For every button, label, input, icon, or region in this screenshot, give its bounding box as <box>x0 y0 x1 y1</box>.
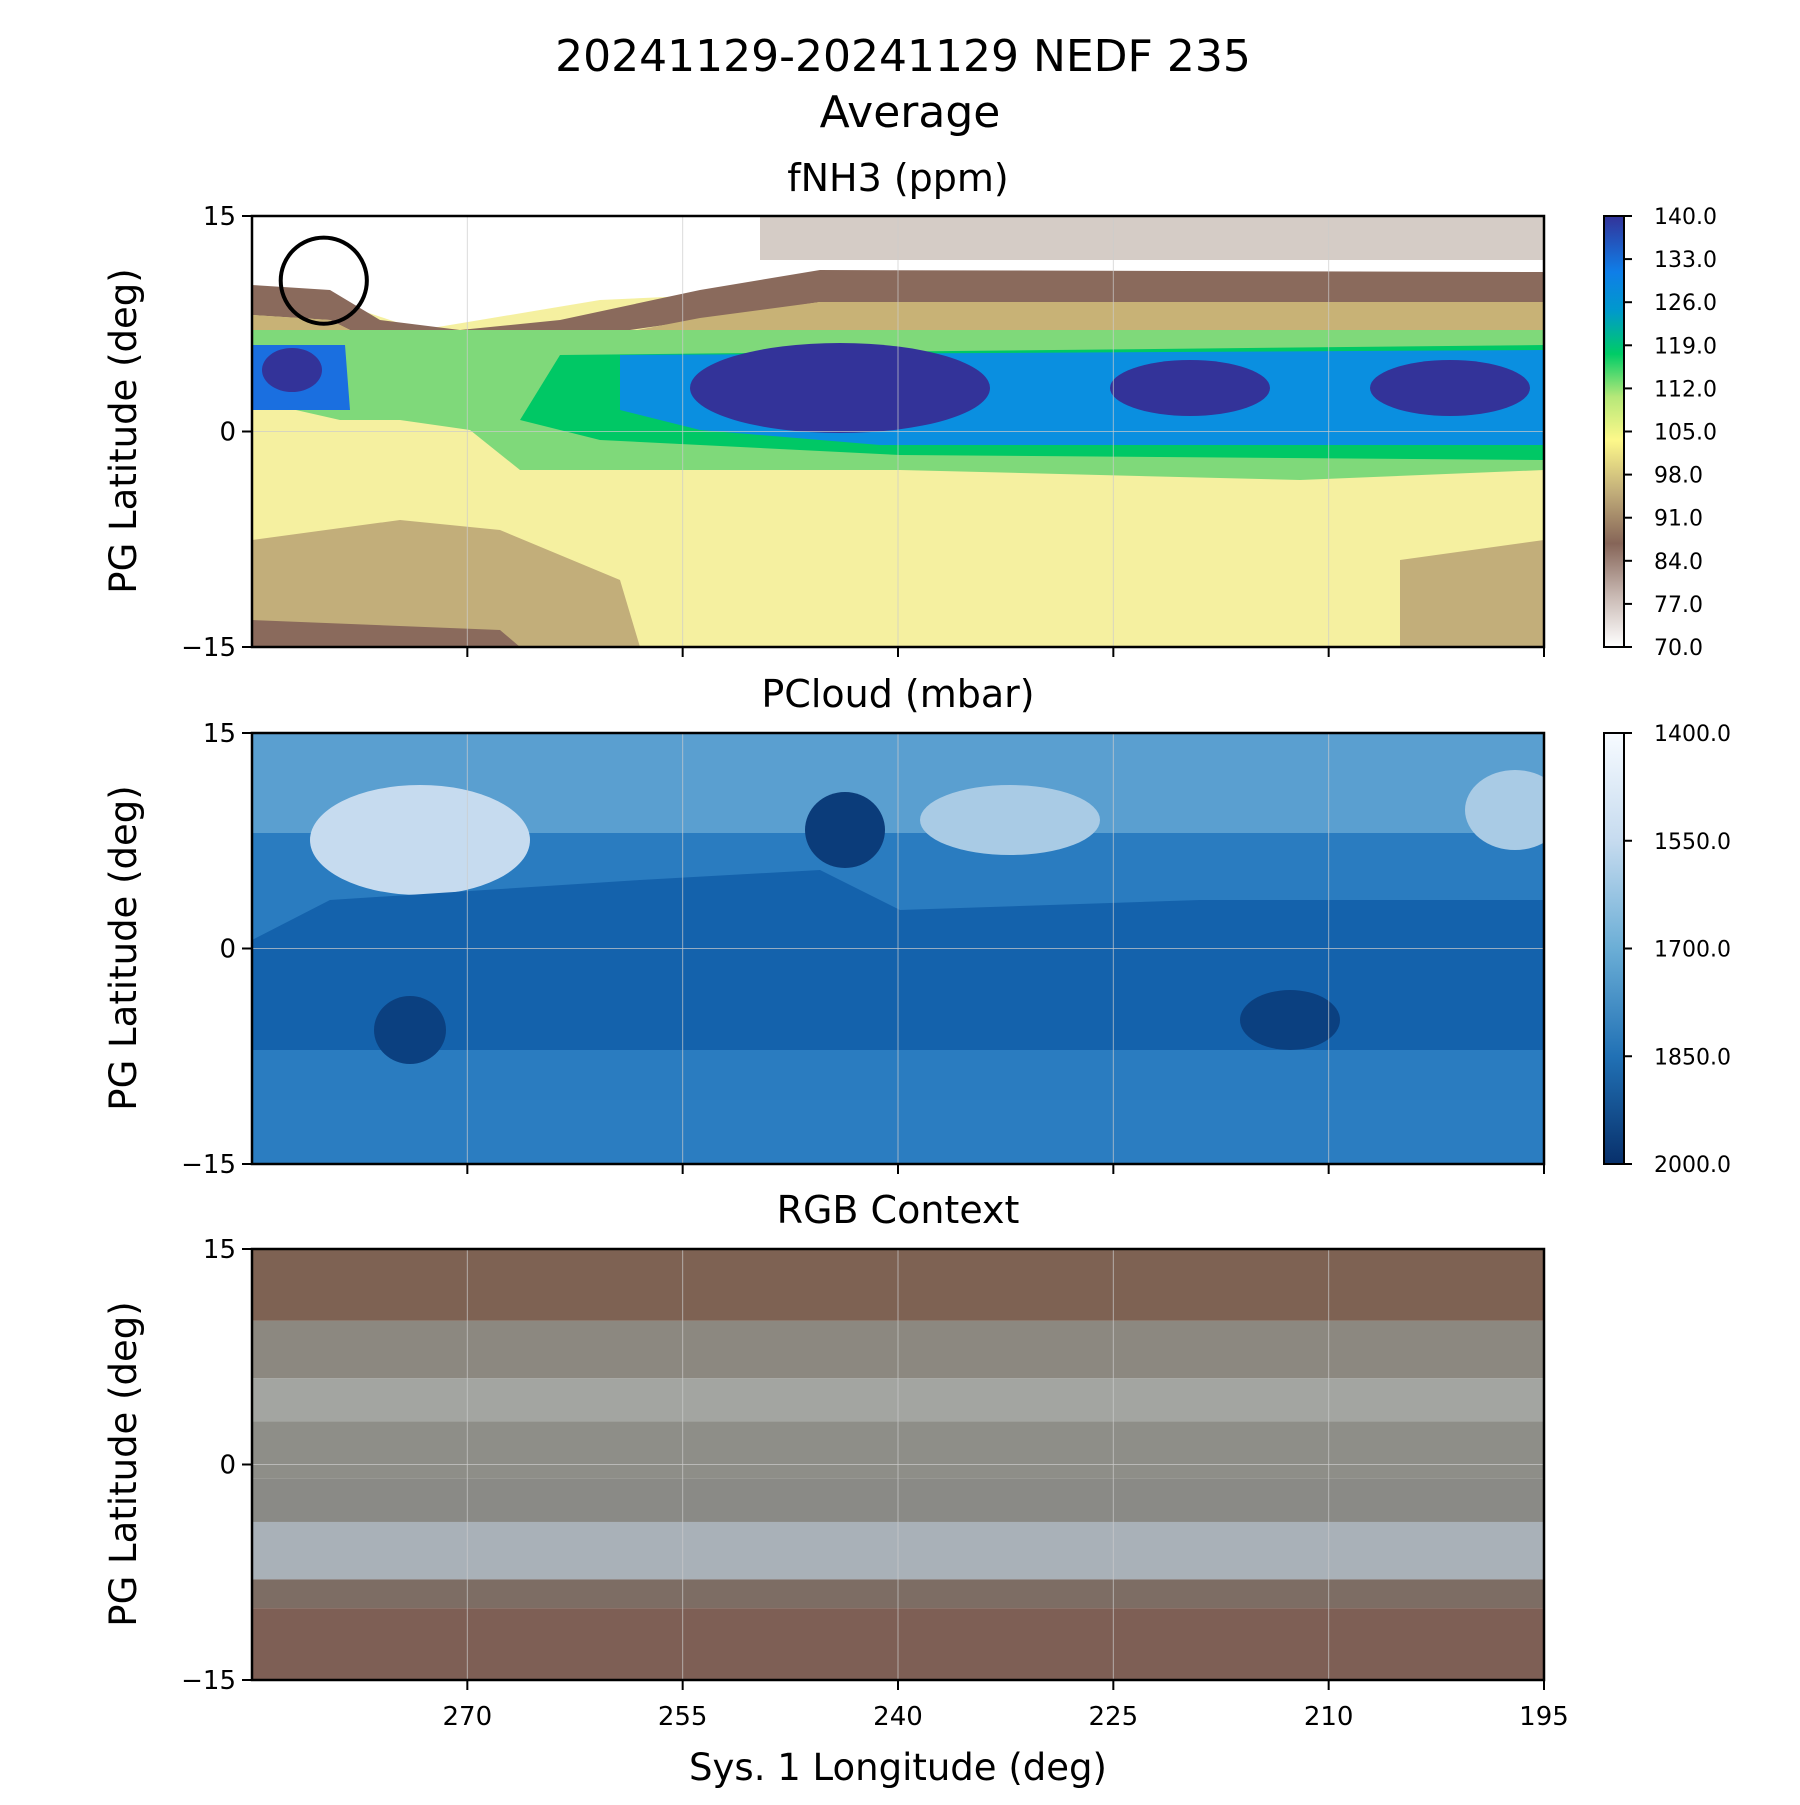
heatmap-region-south-tan <box>252 520 640 647</box>
x-tick-label: 240 <box>873 1702 923 1732</box>
colorbar-tick-label: 1700.0 <box>1654 938 1731 963</box>
colorbar-tick-label: 119.0 <box>1654 334 1717 359</box>
y-ticks-pcloud: 15 0 −15 <box>181 719 252 1180</box>
heatmap-high-cloud-225 <box>920 785 1100 855</box>
colorbar-ticks-pcloud: 1400.0 1550.0 1700.0 1850.0 2000.0 <box>1624 722 1731 1178</box>
colorbar-tick-label: 70.0 <box>1654 636 1703 661</box>
colorbar-tick-label: 105.0 <box>1654 421 1717 446</box>
panel-title-rgb: RGB Context <box>777 1188 1020 1232</box>
figure-title: 20241129-20241129 NEDF 235 <box>555 31 1251 82</box>
heatmap-high-cloud-270 <box>310 785 530 895</box>
colorbar-tick-label: 1550.0 <box>1654 830 1731 855</box>
y-tick-label: 15 <box>203 202 236 232</box>
y-axis-label-pcloud: PG Latitude (deg) <box>102 785 145 1110</box>
x-tick-label: 225 <box>1089 1702 1139 1732</box>
heatmap-deep-240 <box>805 792 885 868</box>
y-tick-label: 0 <box>219 935 236 965</box>
y-tick-label: −15 <box>181 1666 236 1696</box>
colorbar-tick-label: 140.0 <box>1654 205 1717 230</box>
heatmap-max-195 <box>1370 360 1530 416</box>
colorbar-tick-label: 133.0 <box>1654 248 1717 273</box>
x-axis-label: Sys. 1 Longitude (deg) <box>689 1746 1107 1789</box>
x-tick-label: 210 <box>1304 1702 1354 1732</box>
x-tick-label: 255 <box>658 1702 708 1732</box>
y-axis-label-rgb: PG Latitude (deg) <box>102 1301 145 1626</box>
x-ticks-fnh3 <box>466 647 1545 657</box>
heatmap-region-brown-band <box>252 270 1544 345</box>
colorbar-tick-label: 1850.0 <box>1654 1045 1731 1070</box>
panel-rgb: RGB Context 15 0 −15 270 255 240 225 210 195 PG… <box>102 1188 1569 1732</box>
y-axis-label-fnh3: PG Latitude (deg) <box>102 268 145 593</box>
x-tick-label: 195 <box>1519 1702 1569 1732</box>
heatmap-region-south-brown <box>252 620 520 647</box>
colorbar-tick-label: 2000.0 <box>1654 1153 1731 1178</box>
heatmap-high-cloud-195 <box>1465 770 1544 850</box>
colorbar-tick-label: 84.0 <box>1654 550 1703 575</box>
heatmap-region-high-lat <box>760 216 1544 260</box>
y-ticks-fnh3: 15 0 −15 <box>181 202 252 663</box>
panel-fnh3: fNH3 (ppm) 150−15 PG L <box>102 156 1717 663</box>
figure-subtitle: Average <box>820 87 1001 138</box>
colorbar-tick-label: 98.0 <box>1654 464 1703 489</box>
y-tick-label: 0 <box>219 1451 236 1481</box>
heatmap-max-280 <box>262 348 322 392</box>
y-tick-label: 0 <box>219 418 236 448</box>
colorbar-pcloud <box>1603 732 1625 1165</box>
colorbar-tick-label: 91.0 <box>1654 507 1703 532</box>
y-tick-label: −15 <box>181 633 236 663</box>
colorbar-tick-label: 112.0 <box>1654 377 1717 402</box>
colorbar-tick-label: 77.0 <box>1654 593 1703 618</box>
gridlines-rgb <box>252 1249 1545 1680</box>
heatmap-region-south-tan-east <box>1400 540 1544 647</box>
x-tick-label: 270 <box>443 1702 493 1732</box>
y-tick-label: 15 <box>203 1235 236 1265</box>
heatmap-max-240 <box>690 343 990 433</box>
panel-title-pcloud: PCloud (mbar) <box>761 672 1034 716</box>
colorbar-tick-label: 126.0 <box>1654 291 1717 316</box>
x-ticks-pcloud <box>466 1164 1545 1174</box>
heatmap-max-210 <box>1110 360 1270 416</box>
colorbar-ticks-fnh3: 140.0 133.0 126.0 119.0 112.0 105.0 98.0 91.0 84… <box>1624 205 1717 661</box>
colorbar-tick-label: 1400.0 <box>1654 722 1731 747</box>
y-tick-label: 15 <box>203 719 236 749</box>
annotation-circle <box>278 235 369 326</box>
x-ticks-rgb: 270 255 240 225 210 195 <box>443 1680 1569 1732</box>
y-tick-label: −15 <box>181 1150 236 1180</box>
colorbar-fnh3 <box>1603 215 1625 648</box>
panel-title-fnh3: fNH3 (ppm) <box>787 156 1009 200</box>
heatmap-deep-270 <box>374 996 446 1064</box>
heatmap-deep-207 <box>1240 990 1340 1050</box>
y-ticks-rgb: 15 0 −15 <box>181 1235 252 1696</box>
panel-pcloud: PCloud (mbar) 15 0 −15 PG Latitude (deg) 1… <box>102 672 1731 1180</box>
